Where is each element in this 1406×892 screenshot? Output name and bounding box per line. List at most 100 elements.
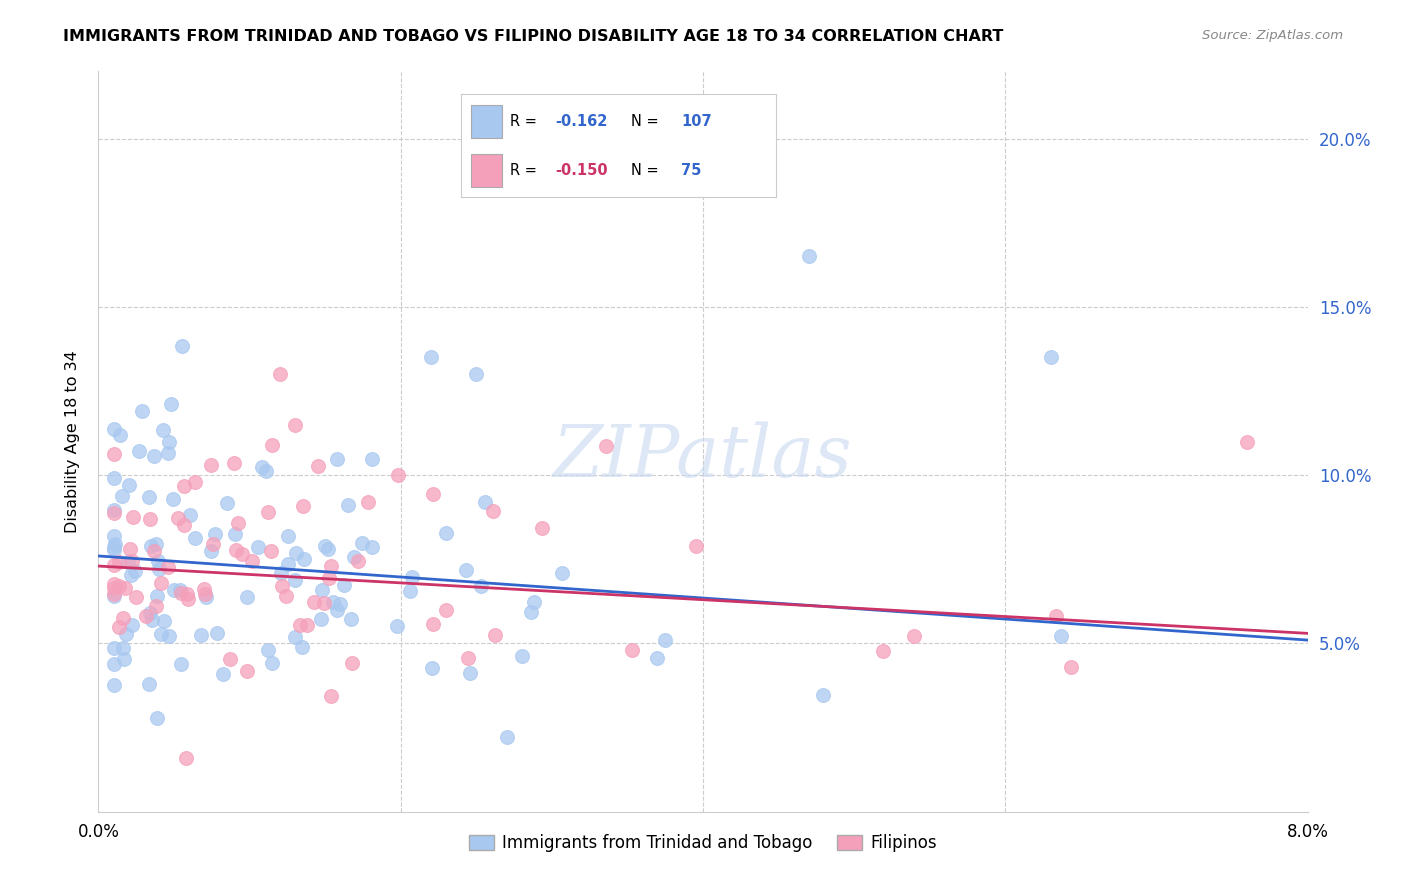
Point <box>159 396 181 410</box>
Point <box>162 492 184 507</box>
Point <box>284 546 307 560</box>
Point <box>173 479 195 493</box>
Point <box>350 535 373 549</box>
Point <box>103 581 125 595</box>
Point <box>309 612 332 626</box>
Point <box>302 595 325 609</box>
Point <box>211 666 233 681</box>
Point <box>141 613 163 627</box>
Point <box>179 508 201 522</box>
Point <box>149 626 172 640</box>
Point <box>121 617 143 632</box>
Point <box>420 351 443 365</box>
Point <box>260 544 283 558</box>
Point <box>103 678 125 692</box>
Point <box>111 489 134 503</box>
Point <box>481 503 503 517</box>
Point <box>112 611 135 625</box>
Point <box>336 498 359 512</box>
Point <box>1050 629 1073 643</box>
Point <box>240 554 263 568</box>
Text: IMMIGRANTS FROM TRINIDAD AND TOBAGO VS FILIPINO DISABILITY AGE 18 TO 34 CORRELAT: IMMIGRANTS FROM TRINIDAD AND TOBAGO VS F… <box>63 29 1004 44</box>
Point <box>277 557 299 571</box>
Point <box>456 563 478 577</box>
Point <box>124 590 146 604</box>
Point <box>222 456 245 470</box>
Point <box>387 468 409 483</box>
Point <box>420 661 443 675</box>
Point <box>314 539 336 553</box>
Point <box>484 628 506 642</box>
Point <box>207 626 229 640</box>
Point <box>550 566 572 580</box>
Text: Source: ZipAtlas.com: Source: ZipAtlas.com <box>1202 29 1343 42</box>
Point <box>254 464 277 478</box>
Point <box>811 689 834 703</box>
Point <box>308 459 330 474</box>
Point <box>108 579 131 593</box>
Point <box>257 643 280 657</box>
Point <box>495 730 517 744</box>
Point <box>292 552 315 566</box>
Point <box>595 439 617 453</box>
Point <box>135 608 157 623</box>
Point <box>103 587 125 601</box>
Point <box>146 553 169 567</box>
Point <box>319 558 342 573</box>
Point <box>108 555 131 569</box>
Point <box>422 616 444 631</box>
Point <box>520 605 543 619</box>
Point <box>620 642 643 657</box>
Point <box>284 630 307 644</box>
Point <box>103 506 125 520</box>
Point <box>218 652 240 666</box>
Point <box>1039 351 1062 365</box>
Point <box>385 618 408 632</box>
Point <box>157 559 180 574</box>
Point <box>236 664 259 678</box>
Point <box>204 526 226 541</box>
Point <box>270 578 292 592</box>
Point <box>108 620 131 634</box>
Point <box>465 368 488 382</box>
Point <box>654 633 676 648</box>
Point <box>260 438 283 452</box>
Point <box>142 449 165 463</box>
Point <box>121 554 143 568</box>
Point <box>174 751 197 765</box>
Point <box>236 590 259 604</box>
Point <box>339 612 361 626</box>
Point <box>138 676 160 690</box>
Point <box>194 587 217 601</box>
Point <box>152 423 174 437</box>
Point <box>103 543 125 558</box>
Point <box>145 589 167 603</box>
Point <box>103 529 125 543</box>
Point <box>292 500 315 514</box>
Point <box>190 628 212 642</box>
Point <box>225 542 247 557</box>
Point <box>146 711 169 725</box>
Point <box>422 486 444 500</box>
Point <box>201 536 224 550</box>
Point <box>103 589 125 603</box>
Point <box>163 583 186 598</box>
Point <box>357 495 380 509</box>
Point <box>170 586 193 600</box>
Point <box>326 603 349 617</box>
Point <box>142 544 165 558</box>
Point <box>797 249 820 264</box>
Point <box>194 591 217 605</box>
Point <box>103 657 125 672</box>
Point <box>169 583 191 598</box>
Point <box>250 460 273 475</box>
Point <box>184 531 207 545</box>
Point <box>103 471 125 485</box>
Point <box>312 596 335 610</box>
Point <box>277 529 299 543</box>
Point <box>231 547 253 561</box>
Point <box>260 656 283 670</box>
Point <box>103 503 125 517</box>
Point <box>118 478 141 492</box>
Point <box>1060 660 1083 674</box>
